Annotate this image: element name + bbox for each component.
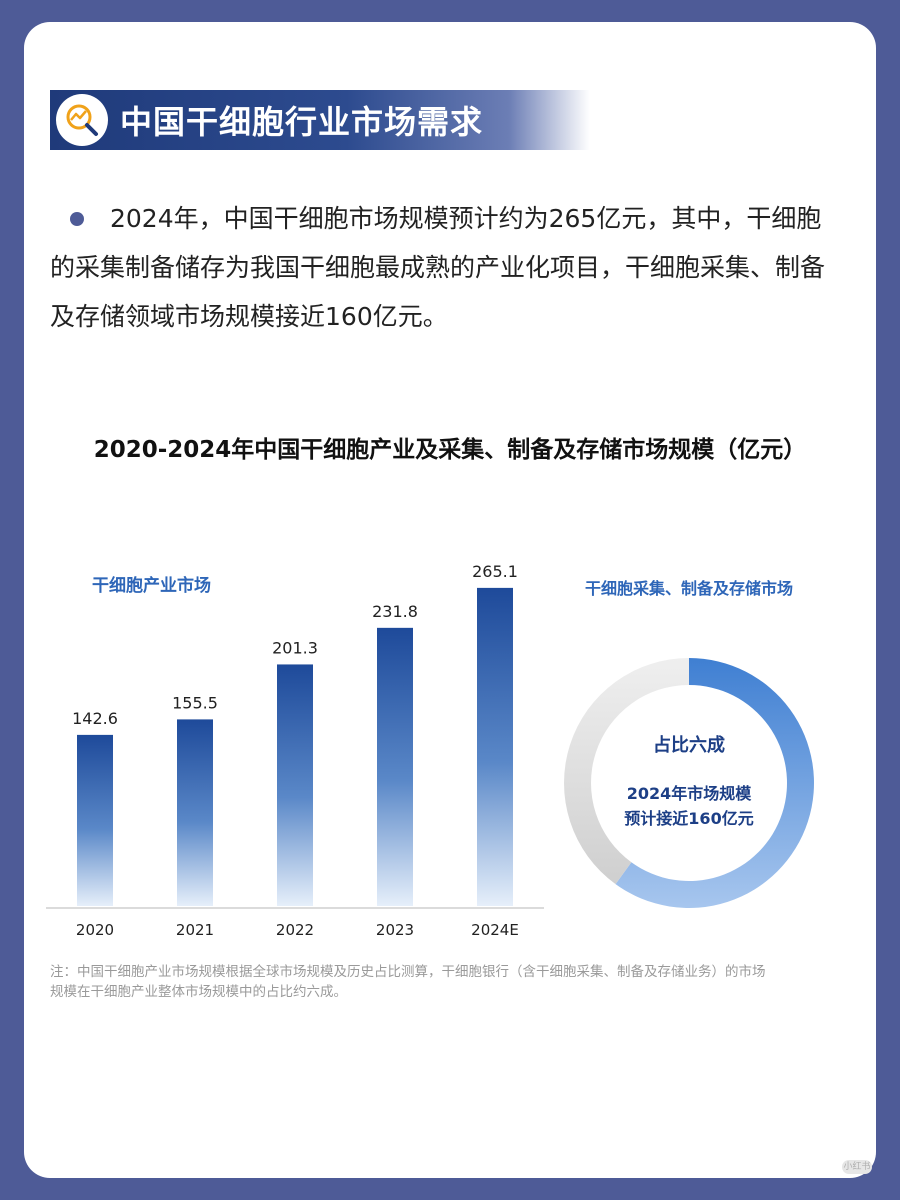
bar-2021	[177, 719, 213, 906]
x-tick-label: 2020	[76, 921, 114, 939]
bar-2022	[277, 664, 313, 906]
chart-title: 2020-2024年中国干细胞产业及采集、制备及存储市场规模（亿元）	[93, 437, 807, 463]
bar-value-label: 231.8	[372, 602, 418, 621]
bar-value-label: 265.1	[472, 562, 518, 581]
bar-value-label: 201.3	[272, 638, 318, 657]
chart-area: 干细胞产业市场 142.6 2020 155.5 2021 201.3 2022 231.8…	[46, 562, 814, 939]
donut-slice-share	[615, 658, 814, 909]
x-tick-label: 2021	[176, 921, 214, 939]
donut-title: 干细胞采集、制备及存储市场	[585, 579, 793, 598]
x-tick-label: 2022	[276, 921, 314, 939]
bullet-dot	[70, 211, 84, 226]
x-tick-label: 2024E	[471, 921, 519, 939]
bar-2024E	[477, 587, 513, 906]
section-title-banner: 中国干细胞行业市场需求	[50, 90, 590, 150]
donut-center-line-1: 2024年市场规模	[627, 784, 753, 803]
bar-value-label: 142.6	[72, 709, 118, 728]
content-card: 中国干细胞行业市场需求 2024年，中国干细胞市场规模预计约为265亿元，其中，…	[24, 22, 876, 1178]
bar-chart-subtitle: 干细胞产业市场	[92, 575, 211, 596]
x-tick-label: 2023	[376, 921, 414, 939]
bar-2020	[77, 734, 113, 906]
intro-text: 2024年，中国干细胞市场规模预计约为265亿元，其中，干细胞的采集制备储存为我…	[50, 204, 826, 331]
bar-2023	[377, 627, 413, 906]
chart-magnifier-icon	[56, 94, 108, 146]
intro-paragraph: 2024年，中国干细胞市场规模预计约为265亿元，其中，干细胞的采集制备储存为我…	[50, 194, 840, 341]
footnote: 注：中国干细胞产业市场规模根据全球市场规模及历史占比测算，干细胞银行（含干细胞采…	[50, 964, 766, 1000]
bar-value-label: 155.5	[172, 693, 218, 712]
watermark-badge: 小红书	[842, 1160, 872, 1174]
donut-slice-remainder	[564, 658, 689, 885]
page-title: 中国干细胞行业市场需求	[120, 103, 484, 141]
donut-center-label: 占比六成	[653, 734, 725, 756]
donut-center-line-2: 预计接近160亿元	[624, 809, 753, 828]
